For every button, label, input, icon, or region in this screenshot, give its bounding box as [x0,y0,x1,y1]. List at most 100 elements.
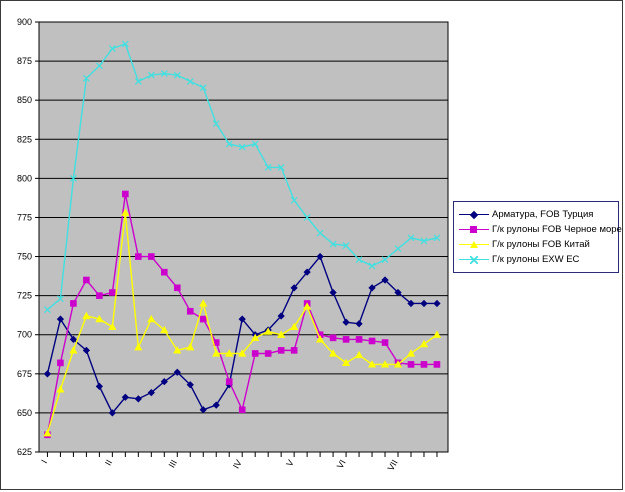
data-point-marker [251,350,259,357]
y-axis-ticks [35,21,39,453]
data-point-marker [56,385,65,393]
data-point-marker [134,77,142,85]
data-point-marker [290,196,298,204]
data-point-marker [277,312,285,320]
data-point-marker [160,268,168,276]
series-2 [43,208,442,437]
data-point-marker [264,327,273,335]
y-tick-label: 625 [17,447,32,457]
y-tick-label: 675 [17,369,32,379]
legend-item-3: Г/к рулоны EXW EC [459,252,612,267]
data-point-marker [368,262,376,270]
gridlines [39,60,448,414]
data-point-marker [160,70,168,78]
data-point-marker [199,406,207,414]
data-point-marker [381,276,389,284]
data-point-marker [147,388,155,397]
data-point-marker [173,346,182,354]
data-point-marker [147,71,155,79]
data-point-marker [70,300,77,307]
data-point-marker [82,346,91,354]
data-point-marker [82,74,90,82]
data-point-marker [212,120,220,128]
data-point-marker [407,234,415,242]
data-point-marker [121,208,130,216]
data-point-marker [121,393,129,401]
data-point-marker [393,360,403,368]
data-point-marker [341,358,351,366]
data-point-marker [95,62,103,70]
data-point-marker [121,40,129,48]
legend-label-2: Г/к рулоны FOB Китай [492,239,590,250]
data-point-marker [199,315,207,323]
data-point-marker [329,240,337,248]
data-point-marker [122,190,129,198]
data-point-marker [251,140,259,148]
data-point-marker [148,253,155,260]
data-point-marker [238,315,246,323]
data-point-marker [238,143,246,151]
data-point-marker [277,163,285,171]
data-point-marker [44,306,51,314]
data-point-marker [186,381,194,389]
data-point-marker [173,368,181,376]
data-point-marker [160,325,169,334]
data-point-marker [135,253,142,260]
data-point-marker [56,315,65,323]
data-point-marker [186,307,194,315]
data-point-marker [355,256,363,264]
data-point-marker [225,378,233,385]
data-point-marker [264,350,272,357]
data-point-marker [173,284,181,292]
x-tick-label: V [284,458,296,468]
data-point-marker [57,359,64,367]
data-point-marker [381,339,389,346]
data-point-marker [82,311,91,320]
x-tick-label: I [39,458,49,465]
data-point-marker [367,360,377,368]
data-point-marker [303,268,311,276]
data-point-marker [83,276,90,284]
y-tick-label: 775 [17,212,32,222]
y-tick-label: 725 [17,291,32,301]
data-point-marker [315,335,325,343]
data-point-marker [199,299,208,307]
y-tick-label: 850 [17,95,32,105]
legend-label-3: Г/к рулоны EXW EC [492,254,580,265]
data-point-marker [108,45,116,53]
data-point-marker [186,343,195,351]
data-point-marker [134,395,142,403]
data-point-marker [355,320,363,328]
y-axis-labels: 625 650 675 700 725 750 775 800 825 850 875 900 [17,17,32,457]
y-tick-label: 700 [17,330,32,340]
data-point-marker [290,347,298,354]
legend-item-0: Арматура, FOB Турция [459,207,612,222]
data-point-marker [407,361,415,368]
data-point-marker [69,346,78,354]
data-point-marker [342,336,350,343]
data-point-marker [56,295,64,303]
data-point-marker [420,237,428,245]
data-point-marker [303,302,312,310]
series-3 [44,40,441,314]
data-point-marker [328,349,338,357]
data-point-marker [380,360,390,368]
data-point-marker [225,349,234,357]
data-point-marker [394,288,402,297]
data-point-marker [238,406,246,414]
y-tick-label: 800 [17,173,32,183]
data-point-marker [432,330,442,338]
x-tick-label: II [103,458,114,467]
data-point-marker [43,429,52,437]
data-point-marker [290,284,298,292]
data-point-marker [96,292,103,299]
data-point-marker [95,382,104,390]
data-point-marker [420,299,428,308]
legend-item-1: Г/к рулоны FOB Черное море [459,222,622,237]
y-tick-label: 650 [17,408,32,418]
data-point-marker [173,71,181,79]
data-point-marker [433,234,441,242]
legend-marker-icon-1 [459,224,489,235]
